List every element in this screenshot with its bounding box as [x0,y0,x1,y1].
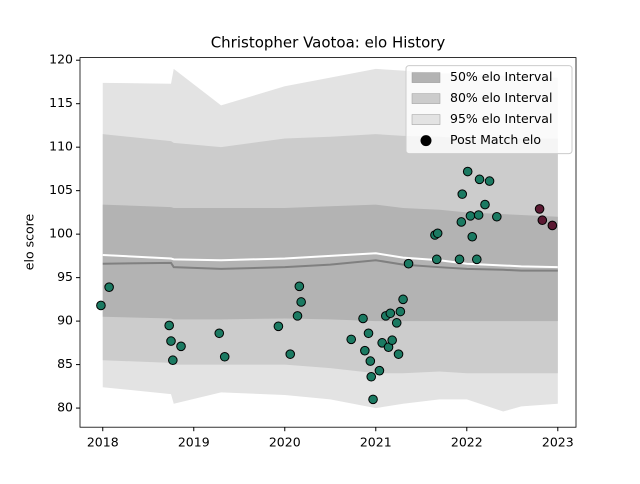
trend-line [102,259,558,272]
legend-label: Post Match elo [450,132,541,147]
elo-point [285,349,296,359]
y-tick-label: 95 [57,269,73,284]
elo-point [358,313,368,324]
x-tick-label: 2023 [542,435,574,450]
elo-point [363,328,374,339]
elo-point [472,254,482,265]
y-tick-label: 100 [49,226,73,241]
elo-point [484,176,495,186]
elo-point [168,355,178,366]
chart-title: Christopher Vaotoa: elo History [211,34,446,52]
elo-point [391,318,402,328]
elo-point [547,220,558,231]
legend-marker [420,135,432,147]
y-tick-label: 105 [49,182,73,197]
elo-point [534,204,545,214]
elo-point [403,258,414,269]
elo-point [176,341,186,352]
y-tick-label: 115 [49,95,73,110]
elo-point [346,334,357,345]
elo-point [366,371,377,382]
elo-point [467,231,478,242]
elo-point [360,345,370,356]
elo-point [457,189,468,199]
elo-point [104,282,114,292]
legend-label: 80% elo Interval [450,90,552,105]
elo-point [474,174,485,185]
elo-point [385,308,396,319]
y-tick-label: 120 [49,52,73,67]
interval-band [102,204,558,322]
y-tick-label: 85 [57,356,73,371]
elo-point [374,365,385,376]
legend-label: 50% elo Interval [450,69,552,84]
elo-point [96,300,106,311]
legend-swatch [411,93,441,104]
legend: 50% elo Interval 80% elo Interval 95% elo … [405,65,573,155]
x-tick-label: 2022 [451,435,483,450]
axes-frame [79,57,577,428]
legend-swatch [411,114,441,125]
x-tick-label: 2020 [269,435,301,450]
x-tick-label: 2018 [87,435,119,450]
elo-point [395,306,406,317]
elo-point [296,297,306,307]
elo-point [465,211,476,221]
y-tick-label: 80 [57,400,73,415]
elo-point [219,351,230,362]
elo-point [294,281,305,292]
x-tick-label: 2019 [178,435,210,450]
y-axis-label: elo score [22,214,37,271]
y-tick-label: 90 [57,313,73,328]
trend-line [102,252,558,269]
elo-point [462,166,473,177]
elo-point [398,294,408,305]
elo-point [480,199,490,210]
elo-point [431,254,442,265]
elo-point [166,336,176,346]
elo-point [492,211,502,222]
x-tick-label: 2021 [360,435,392,450]
y-tick-label: 110 [49,139,73,154]
elo-point [292,311,303,321]
elo-point [454,254,465,265]
elo-point [432,228,443,239]
elo-point [387,335,397,346]
elo-point [214,328,225,339]
elo-point [456,217,467,227]
elo-point [473,210,484,220]
elo-point [393,349,404,359]
legend-swatch [411,72,441,83]
legend-label: 95% elo Interval [450,111,552,126]
elo-point [273,321,284,332]
elo-point [164,320,174,331]
legend-box [405,65,573,155]
elo-point [537,215,548,226]
elo-point [368,394,378,405]
elo-point [365,356,376,366]
